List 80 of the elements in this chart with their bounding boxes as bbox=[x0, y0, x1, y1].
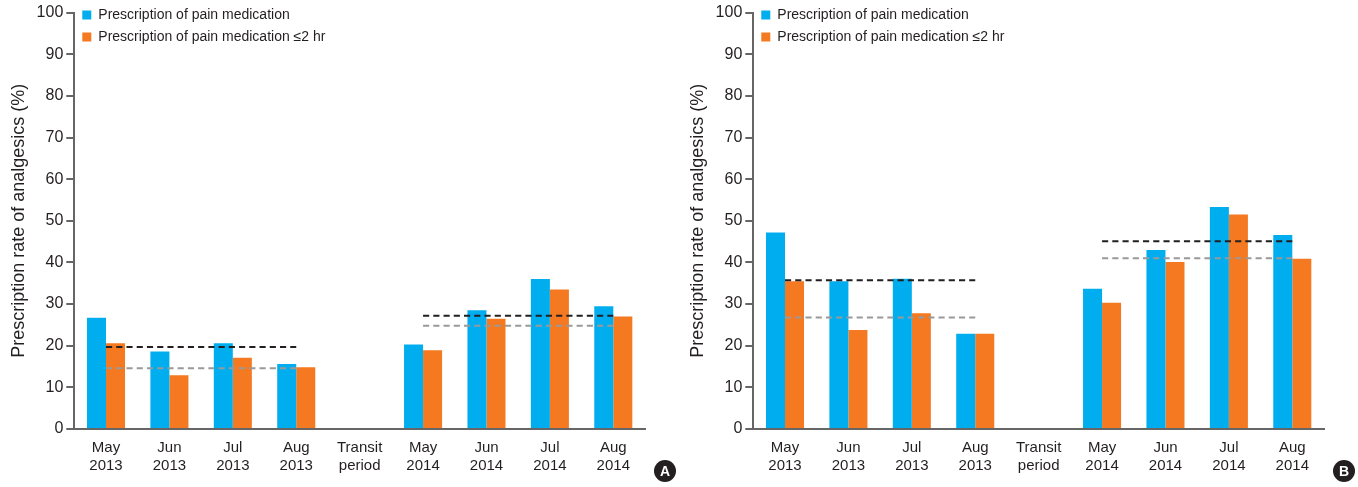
bar bbox=[296, 367, 316, 428]
y-tick-label: 80 bbox=[724, 86, 743, 104]
text: B bbox=[1338, 462, 1350, 479]
y-tick-label: 90 bbox=[45, 44, 64, 62]
bar bbox=[829, 281, 849, 428]
bar bbox=[232, 357, 252, 428]
bar bbox=[1165, 262, 1185, 428]
y-tick-label: 40 bbox=[45, 252, 64, 270]
bar bbox=[486, 318, 506, 428]
bar bbox=[277, 364, 297, 428]
x-tick-label: Jun 2013 bbox=[152, 438, 187, 474]
bar bbox=[467, 310, 487, 428]
y-tick-label: 60 bbox=[45, 169, 64, 187]
x-tick-label: Jul 2013 bbox=[216, 438, 250, 474]
x-tick-label: Jun 2014 bbox=[469, 438, 504, 474]
legend-label: Prescription of pain medication ≤2 hr bbox=[777, 27, 1005, 44]
bar bbox=[975, 333, 995, 428]
y-tick-label: 10 bbox=[724, 377, 743, 395]
y-tick-label: 100 bbox=[715, 3, 743, 21]
y-tick-label: 50 bbox=[45, 211, 64, 229]
x-tick-label: May 2013 bbox=[89, 438, 123, 474]
bar bbox=[613, 316, 633, 428]
bar bbox=[911, 313, 931, 428]
bar bbox=[892, 278, 912, 428]
y-axis-title: Prescription rate of analgesics (%) bbox=[7, 83, 28, 358]
y-tick-label: 90 bbox=[724, 44, 743, 62]
bar bbox=[1228, 214, 1248, 428]
x-tick-label: May 2013 bbox=[768, 438, 802, 474]
bar bbox=[106, 343, 126, 428]
bar bbox=[150, 351, 170, 428]
x-tick-label: Jul 2013 bbox=[895, 438, 929, 474]
y-tick-label: 70 bbox=[45, 127, 64, 145]
y-tick-label: 0 bbox=[54, 419, 64, 437]
y-axis-title: Prescription rate of analgesics (%) bbox=[686, 83, 707, 358]
bar bbox=[169, 375, 189, 428]
bar bbox=[1102, 302, 1122, 428]
y-tick-label: 40 bbox=[724, 252, 743, 270]
y-tick-label: 50 bbox=[724, 211, 743, 229]
x-tick-label: May 2014 bbox=[1085, 438, 1119, 474]
y-tick-label: 20 bbox=[45, 336, 64, 354]
x-tick-label: Transit period bbox=[1016, 438, 1063, 474]
legend-label: Prescription of pain medication bbox=[777, 5, 969, 22]
bar bbox=[848, 329, 868, 428]
y-tick-label: 60 bbox=[724, 169, 743, 187]
bar bbox=[86, 317, 106, 428]
y-tick-label: 30 bbox=[45, 294, 64, 312]
y-tick-label: 30 bbox=[724, 294, 743, 312]
bar bbox=[1209, 207, 1229, 428]
bar bbox=[765, 232, 785, 428]
y-tick-label: 100 bbox=[36, 3, 64, 21]
x-tick-label: May 2014 bbox=[406, 438, 440, 474]
bar bbox=[1292, 258, 1312, 428]
bar bbox=[1146, 249, 1166, 428]
bar bbox=[785, 281, 805, 428]
y-tick-label: 80 bbox=[45, 86, 64, 104]
bar bbox=[404, 344, 424, 428]
bar bbox=[423, 350, 443, 428]
x-tick-label: Jun 2013 bbox=[831, 438, 866, 474]
y-tick-label: 0 bbox=[733, 419, 743, 437]
y-tick-label: 20 bbox=[724, 336, 743, 354]
text: A bbox=[659, 462, 671, 479]
x-tick-label: Jul 2014 bbox=[533, 438, 567, 474]
legend-label: Prescription of pain medication bbox=[98, 5, 290, 22]
bar bbox=[956, 333, 976, 428]
bar bbox=[549, 289, 569, 428]
bar bbox=[1273, 234, 1293, 428]
bar bbox=[594, 306, 614, 428]
bar bbox=[530, 279, 550, 428]
legend-label: Prescription of pain medication ≤2 hr bbox=[98, 27, 326, 44]
y-tick-label: 70 bbox=[724, 127, 743, 145]
bar bbox=[213, 343, 233, 428]
x-tick-label: Aug 2013 bbox=[958, 438, 992, 474]
y-tick-label: 10 bbox=[45, 377, 64, 395]
x-tick-label: Aug 2014 bbox=[596, 438, 630, 474]
x-tick-label: Aug 2014 bbox=[1275, 438, 1309, 474]
x-tick-label: Aug 2013 bbox=[279, 438, 313, 474]
x-tick-label: Jun 2014 bbox=[1148, 438, 1183, 474]
bar bbox=[1083, 288, 1103, 428]
x-tick-label: Transit period bbox=[337, 438, 384, 474]
x-tick-label: Jul 2014 bbox=[1212, 438, 1246, 474]
